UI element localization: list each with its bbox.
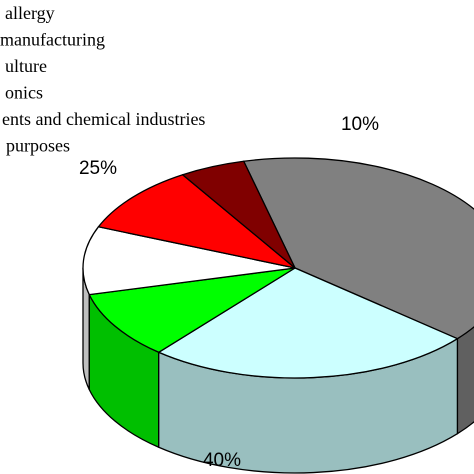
legend-entry-3: onics (5, 83, 43, 103)
legend-entry-2: ulture (5, 56, 47, 76)
legend-entry-1: manufacturing (0, 30, 105, 50)
pie-slice-3 (82, 226, 296, 296)
pie-slice-0 (243, 157, 474, 340)
slice-label-1: 25% (79, 158, 117, 179)
legend-entry-0: allergy (5, 3, 55, 23)
pie-slice-1 (158, 267, 459, 379)
chart-legend: allergy manufacturing ulture onics ents and … (0, 3, 205, 156)
legend-entry-5: purposes (6, 136, 70, 156)
slice-labels: 40% 25% 10% (79, 114, 379, 471)
pie-slice-5 (182, 160, 296, 269)
slice-label-0: 40% (203, 450, 241, 471)
pie-slice-2 (88, 267, 296, 353)
pie-body (82, 157, 474, 474)
slice-label-2: 10% (341, 114, 379, 135)
pie-slice-4 (97, 174, 296, 269)
legend-entry-4: ents and chemical industries (2, 109, 205, 129)
